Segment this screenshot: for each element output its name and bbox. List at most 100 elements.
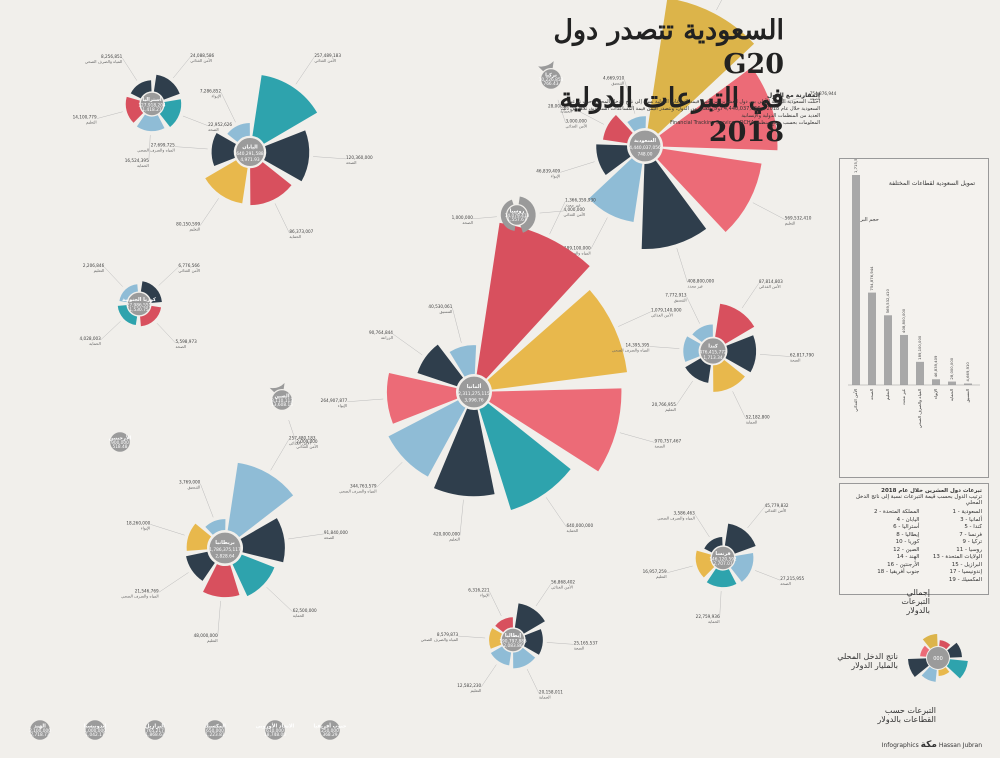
sector-label: التعليم [94, 268, 105, 273]
country-name: السعودية [634, 138, 656, 144]
sector-value: 2,000,000 [296, 439, 318, 444]
key-sector-bar [920, 645, 930, 657]
country-bubble [204, 718, 227, 741]
sector-label: الحماية [560, 109, 572, 114]
sector-label: الصحة [810, 96, 821, 101]
ranking-item: 5 - كندا [964, 524, 982, 530]
sector-bar [489, 388, 622, 472]
sector-label: الأمن الغذائي [551, 585, 573, 590]
sector-label: الحماية [708, 619, 720, 624]
sector-leader [618, 311, 652, 327]
sector-leader [452, 307, 462, 343]
sector-leader [150, 524, 185, 536]
key-sector-bar [922, 634, 938, 649]
sector-label: الصحة [346, 160, 357, 165]
sector-leader [571, 107, 604, 125]
sector-value: 4,669,910 [603, 75, 625, 80]
sector-leader [557, 99, 566, 123]
sector-bar [489, 628, 503, 649]
sector-label: المياه والصرف الصحي [612, 347, 650, 352]
sector-label: الأمن الغذائي [563, 212, 585, 217]
sector-label: المياه والصرف الصحي [421, 637, 459, 642]
sector-bar [659, 67, 778, 151]
sector-bar [730, 553, 754, 582]
sector-value: 25,165,537 [574, 640, 598, 645]
sector-leader [376, 462, 403, 488]
sector-leader [200, 483, 214, 518]
sector-label: التعليم [86, 120, 97, 125]
country-total: 900,000 [111, 440, 129, 446]
sector-label: الصحة [574, 645, 585, 650]
key-sector-bar [946, 659, 968, 679]
bar-value: 4,669,910 [965, 362, 970, 382]
country-total: 765,217 [146, 728, 164, 734]
sector-bar [119, 284, 138, 303]
sector-label: التعليم [471, 688, 482, 693]
sector-leader [752, 202, 785, 220]
country-gdp: 18,748.00 [264, 732, 286, 738]
ranking-legend: تبرعات دول العشرين خلال عام 2018 ترتيب ا… [839, 483, 989, 595]
sector-label: المياه والصرف الصحي [121, 593, 159, 598]
sector-leader [266, 586, 293, 613]
bar-chart: تمويل السعودية لقطاعات المختلفة حجم البرا… [848, 145, 980, 428]
sector-label: الحماية [137, 163, 149, 168]
bar [868, 292, 876, 385]
country-total: 640,291,588 [236, 151, 264, 157]
country-bubble [271, 389, 294, 412]
country-gdp: 3,996.76 [464, 398, 483, 404]
sector-leader [481, 664, 497, 688]
sector-leader [295, 56, 315, 85]
bar-category: الأمن الغذائي [853, 389, 858, 412]
sector-bar [386, 373, 458, 424]
sector-leader [459, 499, 464, 536]
sector-value: 16,524,395 [125, 158, 149, 163]
sector-label: الصحة [655, 443, 666, 448]
country-total: 1,786,375,117 [209, 547, 241, 553]
bar-category: التعليم [885, 389, 890, 400]
sector-bar [125, 96, 144, 123]
sector-bar [704, 537, 723, 553]
sector-leader [624, 79, 636, 114]
intro-source: Financial Tracking Service - OCHA المعلو… [670, 120, 820, 126]
sector-leader [747, 506, 765, 529]
sector-value: 4,028,003 [80, 336, 102, 341]
ranking-title: تبرعات دول العشرين خلال عام 2018 [881, 488, 982, 494]
sector-bar [417, 344, 464, 387]
ranking-item: 11 - روسيا [956, 546, 982, 553]
country-bubble [628, 129, 662, 163]
sector-leader [759, 354, 790, 357]
country-total: 190,797,886 [499, 638, 527, 644]
sector-bar [159, 99, 182, 127]
sector-label: الأمن الغذائي [289, 440, 311, 445]
country-gdp: 1,868.63 [145, 732, 164, 738]
footer-brand: مكة [920, 740, 937, 750]
sector-bar [136, 114, 165, 132]
sector-leader [546, 642, 574, 645]
sector-label: الأمن الغذائي [651, 313, 673, 318]
key-sector-bar [908, 658, 929, 677]
sector-bar [479, 403, 571, 510]
ranking-item: 10 - كوريا [895, 539, 920, 545]
sector-value: 1,079,140,000 [651, 308, 682, 313]
sector-label: التنسيق [440, 309, 453, 314]
sector-bar [647, 0, 755, 134]
country-gdp: 748.00 [637, 152, 652, 158]
country-total: 2,311,275,115 [458, 391, 490, 397]
sector-value: 14,100,779 [73, 115, 97, 120]
bar [884, 315, 892, 385]
bar-category: المياه والصرف الصحي [917, 389, 922, 428]
sector-value: 1,366,359,930 [565, 198, 596, 203]
sector-bar [186, 523, 212, 551]
sector-value: 344,763,579 [350, 483, 377, 488]
sector-leader [104, 266, 123, 287]
